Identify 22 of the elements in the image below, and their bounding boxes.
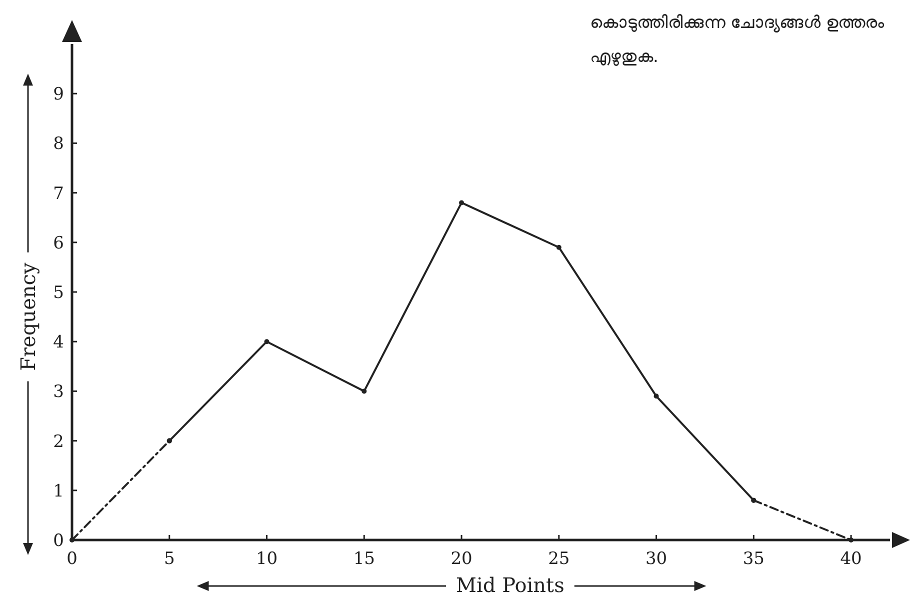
- x-tick-label: 40: [840, 549, 862, 569]
- y-tick-label: 5: [53, 283, 64, 303]
- x-tick-label: 30: [645, 549, 668, 569]
- y-tick-label: 2: [53, 432, 64, 452]
- y-tick-label: 0: [53, 531, 64, 551]
- x-tick-label: 0: [66, 549, 78, 569]
- x-tick-label: 25: [548, 549, 570, 569]
- x-tick-label: 10: [256, 549, 278, 569]
- y-tick-label: 6: [53, 233, 64, 254]
- y-tick-label: 7: [53, 184, 64, 204]
- y-tick-label: 8: [53, 134, 64, 154]
- x-axis-title: Mid Points: [456, 573, 564, 597]
- y-axis-title: Frequency: [16, 262, 40, 371]
- y-tick-label: 1: [53, 481, 64, 502]
- y-tick-label: 4: [53, 332, 64, 353]
- y-tick-label: 9: [53, 84, 64, 105]
- y-tick-label: 3: [53, 382, 64, 402]
- x-tick-label: 5: [164, 549, 175, 569]
- x-tick-label: 35: [742, 549, 764, 569]
- x-tick-label: 20: [450, 549, 472, 569]
- x-tick-label: 15: [353, 549, 375, 569]
- annotation: കൊടുത്തിരിക്കുന്ന ചോദ്യങ്ങൾ ഉത്തരം എഴുതുക.: [590, 12, 886, 69]
